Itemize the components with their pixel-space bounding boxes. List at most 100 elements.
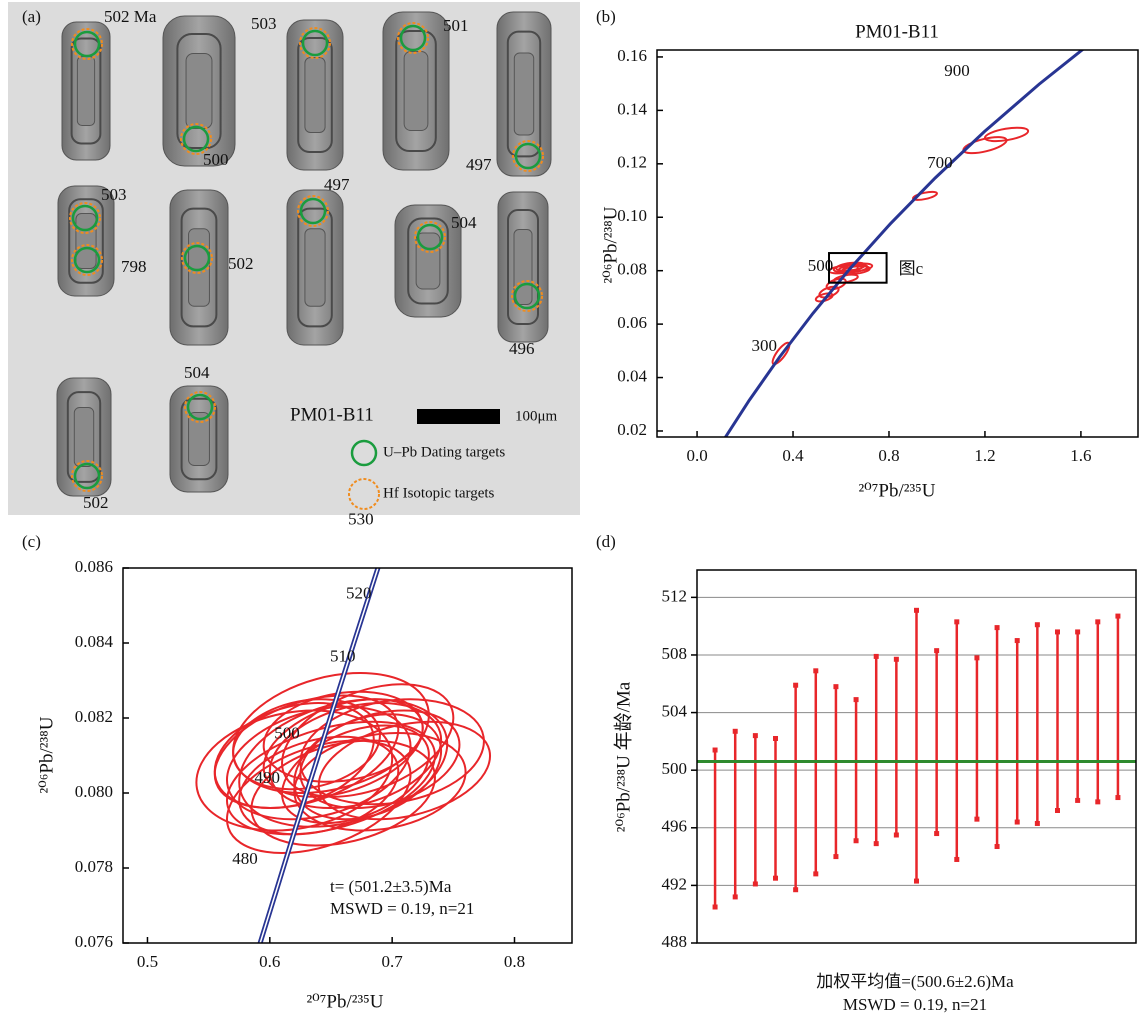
x-tick-label: 0.4: [782, 446, 804, 465]
plot-frame: [657, 50, 1138, 437]
error-cap: [1035, 622, 1040, 627]
zircon-core: [514, 230, 532, 305]
age-label: 520: [346, 584, 372, 603]
y-tick-label: 0.14: [617, 99, 647, 118]
x-tick-label: 0.8: [504, 952, 525, 971]
age-label: 700: [927, 153, 953, 172]
error-cap: [954, 857, 959, 862]
y-tick-label: 0.10: [617, 206, 647, 225]
age-label: 480: [232, 849, 258, 868]
y-tick-label: 0.12: [617, 153, 647, 172]
error-cap: [1035, 821, 1040, 826]
caption: MSWD = 0.19, n=21: [843, 995, 987, 1014]
zircon-core: [76, 214, 96, 269]
spot-age: 497: [324, 175, 350, 194]
error-cap: [1055, 629, 1060, 634]
error-cap: [1015, 820, 1020, 825]
zircon-core: [186, 54, 212, 129]
x-tick-label: 1.6: [1070, 446, 1091, 465]
error-cap: [854, 697, 859, 702]
spot-age: 504: [184, 363, 210, 382]
error-cap: [713, 748, 718, 753]
annotation: MSWD = 0.19, n=21: [330, 899, 474, 918]
age-label: 900: [944, 61, 970, 80]
error-cap: [733, 729, 738, 734]
y-tick-label: 512: [662, 586, 688, 605]
y-tick-label: 0.084: [75, 632, 114, 651]
zircon-core: [404, 52, 428, 131]
caption: 加权平均值=(500.6±2.6)Ma: [816, 972, 1014, 991]
annotation: t= (501.2±3.5)Ma: [330, 877, 452, 896]
figure: (a) 502 Ma500503501497503798502497504496…: [0, 0, 1141, 1020]
y-tick-label: 0.02: [617, 420, 647, 439]
zircon-core: [305, 229, 325, 307]
error-cap: [773, 736, 778, 741]
error-cap: [773, 876, 778, 881]
legend-entry: U–Pb Dating targets: [383, 444, 505, 460]
error-cap: [793, 683, 798, 688]
error-cap: [1075, 629, 1080, 634]
spot-age: 502: [83, 493, 109, 512]
spot-age: 502: [228, 254, 254, 273]
error-cap: [995, 625, 1000, 630]
y-axis-label: ²⁰⁶Pb/²³⁸U 年龄/Ma: [612, 681, 634, 832]
error-cap: [833, 854, 838, 859]
error-cap: [974, 817, 979, 822]
y-tick-label: 0.078: [75, 857, 113, 876]
sample-name: PM01-B11: [290, 404, 374, 425]
error-cap: [813, 668, 818, 673]
error-cap: [874, 841, 879, 846]
concordia-curve: [722, 36, 1100, 443]
error-cap: [995, 844, 1000, 849]
error-cap: [954, 619, 959, 624]
x-tick-label: 0.8: [878, 446, 899, 465]
legend-entry: Hf Isotopic targets: [383, 485, 495, 501]
error-cap: [793, 887, 798, 892]
zircon-core: [74, 408, 93, 467]
error-cap: [854, 838, 859, 843]
error-cap: [1095, 619, 1100, 624]
error-cap: [1075, 798, 1080, 803]
spot-age: 503: [251, 14, 277, 33]
error-cap: [753, 733, 758, 738]
error-cap: [934, 648, 939, 653]
y-tick-label: 492: [662, 874, 688, 893]
error-cap: [833, 684, 838, 689]
error-cap: [813, 871, 818, 876]
chart-title: PM01-B11: [855, 21, 939, 42]
spot-age: 502 Ma: [104, 7, 157, 26]
scale-label: 100μm: [515, 408, 558, 424]
age-label: 300: [752, 336, 778, 355]
age-label: 530: [348, 510, 374, 529]
spot-age: 497: [466, 155, 492, 174]
scale-bar: [417, 409, 500, 424]
y-tick-label: 500: [662, 759, 688, 778]
error-cap: [713, 904, 718, 909]
age-label: 490: [255, 768, 280, 787]
x-tick-label: 1.2: [974, 446, 995, 465]
error-cap: [894, 657, 899, 662]
inset-label: 图c: [899, 259, 924, 278]
y-tick-label: 0.06: [617, 313, 647, 332]
error-cap: [914, 608, 919, 613]
y-tick-label: 0.16: [617, 46, 647, 65]
spot-age: 503: [101, 185, 127, 204]
spot-age: 501: [443, 16, 469, 35]
error-cap: [733, 894, 738, 899]
x-axis-label: ²⁰⁷Pb/²³⁵U: [306, 991, 383, 1012]
error-cap: [1055, 808, 1060, 813]
error-cap: [753, 881, 758, 886]
y-tick-label: 496: [662, 817, 688, 836]
y-tick-label: 0.04: [617, 366, 647, 385]
age-label: 510: [330, 647, 356, 666]
y-tick-label: 504: [662, 701, 688, 720]
error-cap: [1115, 795, 1120, 800]
y-tick-label: 0.082: [75, 707, 113, 726]
y-tick-label: 0.08: [617, 260, 647, 279]
age-label: 500: [274, 724, 300, 743]
spot-age: 504: [451, 213, 477, 232]
spot-age: 798: [121, 257, 147, 276]
error-cap: [914, 879, 919, 884]
x-axis-label: ²⁰⁷Pb/²³⁵U: [858, 480, 935, 501]
spot-age: 500: [203, 150, 229, 169]
